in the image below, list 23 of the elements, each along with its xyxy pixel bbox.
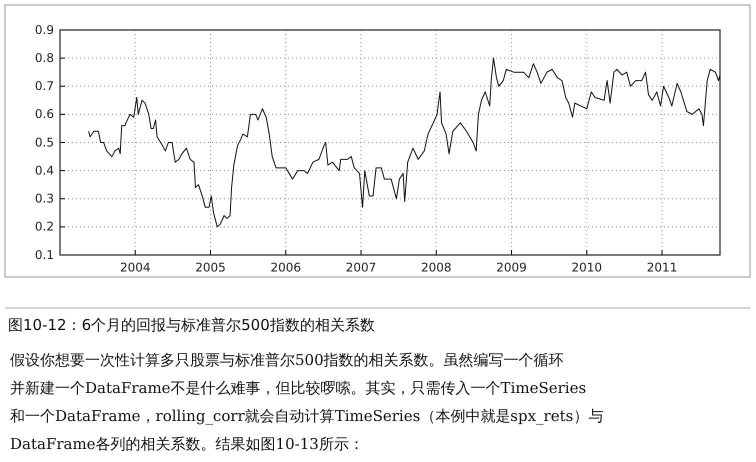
y-tick-label: 0.7 — [34, 79, 54, 94]
text: 并新建一个DataFrame不是什么难事，但比较啰嗦。其实，只需传入一个TimeSeries — [10, 379, 586, 397]
y-tick-label: 0.2 — [34, 220, 54, 234]
y-tick-label: 0.6 — [34, 107, 54, 122]
y-tick-label: 0.9 — [34, 22, 54, 37]
caption: 图10-12：6个月的回报与标准普尔500指数的相关系数 — [8, 316, 375, 334]
text: DataFrame各列的相关系数。结果如图10-13所示： — [10, 435, 364, 453]
y-tick-label: 0.8 — [34, 50, 54, 65]
y-tick-label: 0.5 — [34, 135, 54, 150]
x-tick-label: 2011 — [646, 260, 678, 275]
x-tick-label: 2005 — [195, 260, 226, 275]
x-tick-label: 2004 — [120, 260, 151, 275]
x-tick-label: 2006 — [270, 260, 302, 275]
x-tick-label: 2010 — [572, 260, 602, 275]
x-tick-label: 2008 — [421, 260, 452, 275]
y-tick-label: 0.1 — [34, 248, 54, 262]
x-tick-label: 2007 — [346, 260, 376, 275]
x-tick-label: 2009 — [496, 260, 527, 275]
y-tick-label: 0.4 — [34, 163, 54, 178]
y-tick-label: 0.3 — [34, 192, 54, 206]
line-series — [88, 58, 720, 228]
text: 和一个DataFrame，rolling_corr就会自动计算TimeSeries（本例中就是spx_rets）与 — [10, 407, 604, 425]
text: 假设你想要一次性计算多只股票与标准普尔500指数的相关系数。虽然编写一个循环 — [10, 351, 564, 369]
